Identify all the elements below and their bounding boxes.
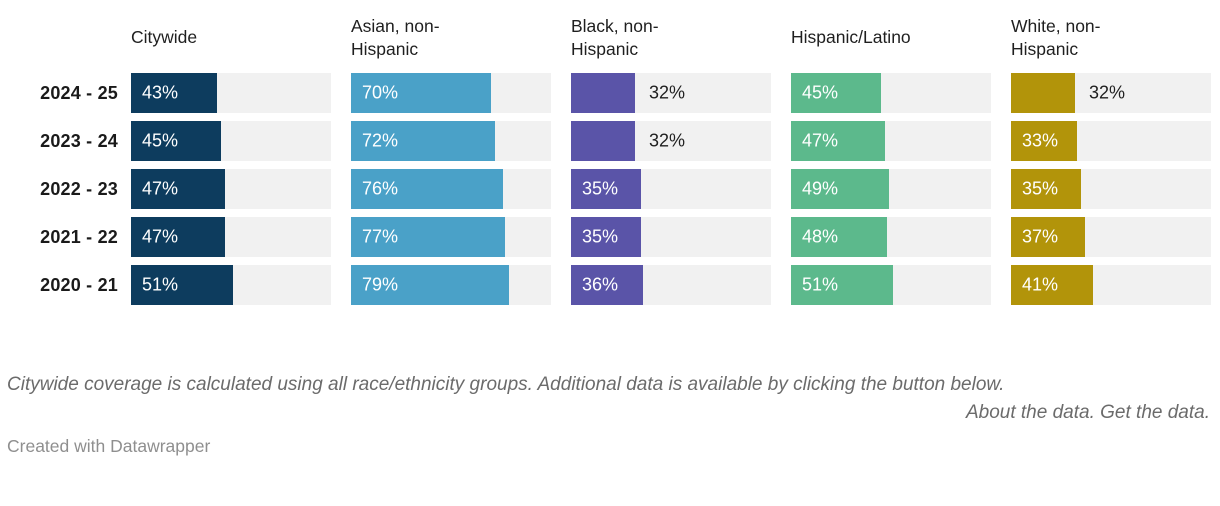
- bar-segment: [351, 217, 505, 257]
- bar-track: 51%: [131, 265, 331, 305]
- bar-segment: [131, 73, 217, 113]
- bar-value-label: 41%: [1022, 274, 1059, 295]
- bar-track: 32%: [571, 121, 771, 161]
- column-header-3: Black, non- Hispanic: [571, 16, 659, 59]
- row-label: 2024 - 25: [40, 82, 118, 103]
- bar-chart: Citywide Asian, non- Hispanic Black, non- …: [0, 10, 1220, 305]
- bar-value-label: 48%: [802, 226, 839, 247]
- bar-track: 33%: [1011, 121, 1211, 161]
- bar-track: 51%: [791, 265, 991, 305]
- bar-segment: [1011, 217, 1085, 257]
- bar-track: 45%: [131, 121, 331, 161]
- bar-value-label: 72%: [362, 130, 399, 151]
- bar-segment: [1011, 121, 1077, 161]
- bar-value-label: 32%: [649, 130, 686, 151]
- bar-value-label: 76%: [362, 178, 399, 199]
- bar-segment: [791, 265, 893, 305]
- bar-segment: [571, 121, 635, 161]
- bar-segment: [571, 169, 641, 209]
- bar-value-label: 35%: [582, 226, 619, 247]
- bar-value-label: 77%: [362, 226, 399, 247]
- chart-note: Citywide coverage is calculated using al…: [7, 374, 1005, 395]
- get-the-data-link[interactable]: Get the data.: [1100, 402, 1210, 423]
- column-header-1: Citywide: [131, 27, 198, 48]
- bar-value-label: 43%: [142, 82, 179, 103]
- bar-segment: [791, 121, 885, 161]
- bar-track: 49%: [791, 169, 991, 209]
- bar-track: 48%: [791, 217, 991, 257]
- bar-value-label: 49%: [802, 178, 839, 199]
- bar-segment: [351, 265, 509, 305]
- bar-segment: [571, 265, 643, 305]
- bar-track: 79%: [351, 265, 551, 305]
- bar-segment: [791, 73, 881, 113]
- bar-track: 72%: [351, 121, 551, 161]
- bar-value-label: 35%: [1022, 178, 1059, 199]
- bar-value-label: 33%: [1022, 130, 1059, 151]
- bar-track: 45%: [791, 73, 991, 113]
- bar-segment: [1011, 265, 1093, 305]
- bar-segment: [571, 73, 635, 113]
- bar-value-label: 45%: [802, 82, 839, 103]
- column-header-5: White, non- Hispanic: [1011, 16, 1101, 59]
- bar-segment: [351, 73, 491, 113]
- bar-track: 35%: [1011, 169, 1211, 209]
- row-label: 2022 - 23: [40, 178, 118, 199]
- bar-track: 47%: [791, 121, 991, 161]
- bar-track: 77%: [351, 217, 551, 257]
- bar-value-label: 47%: [142, 226, 179, 247]
- bar-segment: [131, 121, 221, 161]
- bar-track: 32%: [1011, 73, 1211, 113]
- bar-value-label: 47%: [802, 130, 839, 151]
- bar-track: 35%: [571, 169, 771, 209]
- bar-track: 47%: [131, 169, 331, 209]
- bar-segment: [1011, 169, 1081, 209]
- row-label: 2020 - 21: [40, 274, 118, 295]
- bar-track: 43%: [131, 73, 331, 113]
- bar-value-label: 32%: [649, 82, 686, 103]
- bar-segment: [791, 169, 889, 209]
- bar-track: 36%: [571, 265, 771, 305]
- chart-grid: Citywide Asian, non- Hispanic Black, non- …: [0, 10, 1220, 305]
- bar-segment: [131, 169, 225, 209]
- bar-value-label: 70%: [362, 82, 399, 103]
- about-the-data-link[interactable]: About the data.: [965, 402, 1095, 423]
- row-label: 2023 - 24: [40, 130, 118, 151]
- column-header-4: Hispanic/Latino: [791, 27, 911, 48]
- bar-segment: [571, 217, 641, 257]
- bar-track: 76%: [351, 169, 551, 209]
- bar-value-label: 36%: [582, 274, 619, 295]
- bar-segment: [791, 217, 887, 257]
- bar-segment: [351, 121, 495, 161]
- bar-track: 70%: [351, 73, 551, 113]
- bar-value-label: 45%: [142, 130, 179, 151]
- bar-segment: [131, 217, 225, 257]
- column-header-2: Asian, non- Hispanic: [351, 16, 440, 59]
- bar-segment: [351, 169, 503, 209]
- bar-value-label: 32%: [1089, 82, 1126, 103]
- bar-track: 32%: [571, 73, 771, 113]
- bar-track: 35%: [571, 217, 771, 257]
- bar-value-label: 51%: [802, 274, 839, 295]
- bar-segment: [1011, 73, 1075, 113]
- bar-segment: [131, 265, 233, 305]
- datawrapper-attribution-link[interactable]: Created with Datawrapper: [7, 436, 211, 456]
- bar-value-label: 47%: [142, 178, 179, 199]
- bar-value-label: 35%: [582, 178, 619, 199]
- bar-value-label: 51%: [142, 274, 179, 295]
- bar-track: 37%: [1011, 217, 1211, 257]
- bar-track: 41%: [1011, 265, 1211, 305]
- bar-value-label: 79%: [362, 274, 399, 295]
- chart-footer: Citywide coverage is calculated using al…: [0, 371, 1220, 457]
- bar-value-label: 37%: [1022, 226, 1059, 247]
- bar-track: 47%: [131, 217, 331, 257]
- data-links: About the data. Get the data.: [7, 399, 1210, 427]
- row-label: 2021 - 22: [40, 226, 118, 247]
